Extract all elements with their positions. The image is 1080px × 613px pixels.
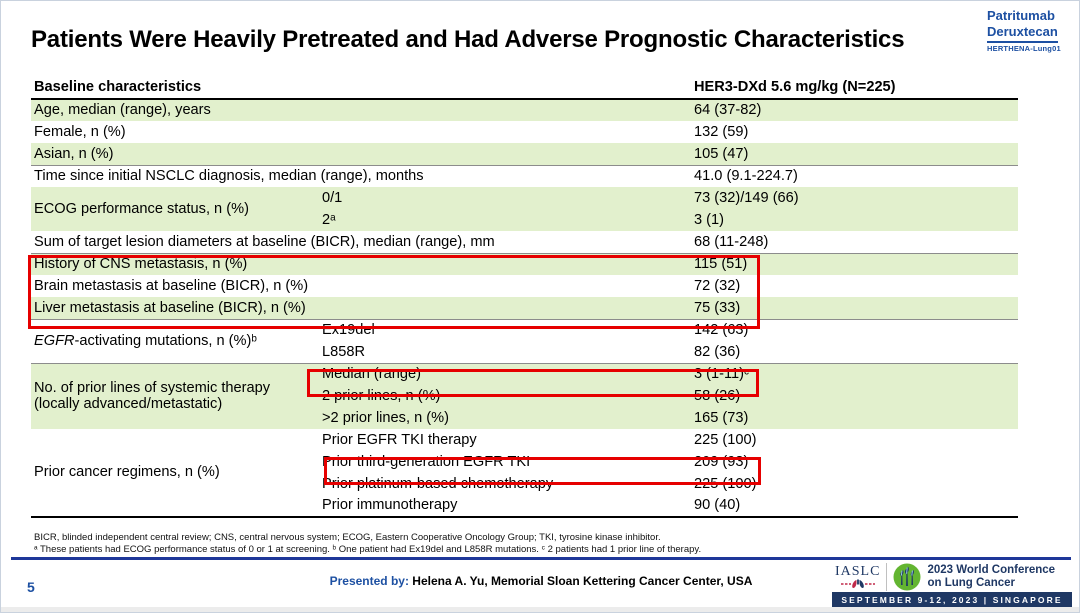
row-value: 142 (63) xyxy=(694,322,749,339)
page-title: Patients Were Heavily Pretreated and Had… xyxy=(31,26,905,53)
row-sublabel: Prior EGFR TKI therapy xyxy=(322,431,477,448)
table-row: L858R 82 (36) xyxy=(31,341,1018,364)
row-value: 82 (36) xyxy=(691,341,1018,364)
footnotes: BICR, blinded independent central review… xyxy=(34,532,934,555)
table-row: Prior immunotherapy 90 (40) xyxy=(31,495,1018,518)
row-value: 72 (32) xyxy=(694,277,741,294)
row-sublabel: 0/1 xyxy=(319,187,691,209)
row-sublabel: Prior platinum-based chemotherapy xyxy=(322,475,554,492)
table-row: Liver metastasis at baseline (BICR), n (… xyxy=(31,297,1018,320)
brand-line2: Deruxtecan xyxy=(987,25,1058,43)
row-value: 3 (1) xyxy=(691,209,1018,231)
row-value: 105 (47) xyxy=(691,143,1018,166)
row-value: 75 (33) xyxy=(691,297,1018,320)
row-value: 73 (32)/149 (66) xyxy=(691,187,1018,209)
row-value: 64 (37-82) xyxy=(691,99,1018,121)
row-sublabel: 2 prior lines, n (%) xyxy=(319,385,691,407)
row-sublabel: Prior immunotherapy xyxy=(319,495,691,518)
row-sublabel: Ex19del xyxy=(322,322,375,339)
table-row: Prior cancer regimens, n (%) Prior EGFR … xyxy=(31,429,1018,518)
table-row: History of CNS metastasis, n (%) 115 (51… xyxy=(31,253,1018,275)
row-value: 225 (100) xyxy=(694,431,757,448)
table-header-row: Baseline characteristics HER3-DXd 5.6 mg… xyxy=(31,77,1018,100)
table-row: Brain metastasis at baseline (BICR), n (… xyxy=(31,275,1018,297)
row-sublabel: 2ᵃ xyxy=(319,209,691,231)
lungs-icon xyxy=(840,579,875,588)
row-group-label: EGFR-activating mutations, n (%)ᵇ xyxy=(31,319,319,364)
row-group-label-rest: -activating mutations, n (%)ᵇ xyxy=(74,332,257,349)
conference-title-line2: on Lung Cancer xyxy=(927,576,1015,589)
conference-logo-top: IASLC xyxy=(832,561,1072,592)
table-row: Age, median (range), years 64 (37-82) xyxy=(31,99,1018,121)
row-group-label: No. of prior lines of systemic therapy (… xyxy=(31,363,319,429)
baseline-characteristics-table: Baseline characteristics HER3-DXd 5.6 mg… xyxy=(31,77,1018,518)
row-value: 132 (59) xyxy=(694,123,749,140)
table-row: Time since initial NSCLC diagnosis, medi… xyxy=(31,165,1018,187)
row-label: Brain metastasis at baseline (BICR), n (… xyxy=(34,277,309,294)
footnote-abbreviations: BICR, blinded independent central review… xyxy=(34,532,661,543)
row-group-label: Prior cancer regimens, n (%) xyxy=(31,429,319,518)
iaslc-logo: IASLC xyxy=(835,563,881,589)
row-sublabel: Prior third-generation EGFR TKI xyxy=(322,453,531,470)
row-value: 3 (1-11)ᶜ xyxy=(691,363,1018,385)
row-value: 225 (100) xyxy=(694,475,757,492)
row-label: Female, n (%) xyxy=(34,123,126,140)
row-value: 58 (26) xyxy=(691,385,1018,407)
row-value: 68 (11-248) xyxy=(691,231,1018,254)
table-row: Female, n (%) 132 (59) xyxy=(31,121,1018,143)
table-row: EGFR-activating mutations, n (%)ᵇ Ex19de… xyxy=(31,319,1018,364)
row-value: 165 (73) xyxy=(691,407,1018,429)
row-label: Asian, n (%) xyxy=(31,143,691,166)
row-value: 41.0 (9.1-224.7) xyxy=(694,168,798,185)
column-header-label: Baseline characteristics xyxy=(31,77,691,100)
table-row: No. of prior lines of systemic therapy (… xyxy=(31,363,1018,429)
page-number: 5 xyxy=(27,579,35,595)
row-value: 115 (51) xyxy=(691,253,1018,275)
table-row: Asian, n (%) 105 (47) xyxy=(31,143,1018,166)
presented-by: Presented by: Helena A. Yu, Memorial Slo… xyxy=(1,574,1079,588)
conference-banner: SEPTEMBER 9-12, 2023 | SINGAPORE xyxy=(832,592,1072,608)
table-row: 2 prior lines, n (%) 58 (26) xyxy=(31,385,1018,407)
row-sublabel: Median (range) xyxy=(319,363,691,385)
row-label: Time since initial NSCLC diagnosis, medi… xyxy=(34,168,424,185)
row-label: Age, median (range), years xyxy=(31,99,691,121)
logo-divider xyxy=(886,562,888,591)
column-header-value: HER3-DXd 5.6 mg/kg (N=225) xyxy=(691,77,1018,100)
gene-name: EGFR xyxy=(34,332,75,349)
row-group-label: ECOG performance status, n (%) xyxy=(31,187,319,231)
presenter-name: Helena A. Yu, Memorial Sloan Kettering C… xyxy=(408,574,753,588)
table-row: Sum of target lesion diameters at baseli… xyxy=(31,231,1018,254)
trial-name: HERTHENA-Lung01 xyxy=(987,43,1061,53)
brand-line1: Patritumab xyxy=(987,8,1055,23)
row-value: 209 (93) xyxy=(694,453,749,470)
conference-title-line1: 2023 World Conference xyxy=(927,563,1056,576)
table-row: 2ᵃ 3 (1) xyxy=(31,209,1018,231)
table-row: >2 prior lines, n (%) 165 (73) xyxy=(31,407,1018,429)
supertrees-icon xyxy=(893,563,921,590)
row-label: Liver metastasis at baseline (BICR), n (… xyxy=(31,297,691,320)
conference-title: 2023 World Conference on Lung Cancer xyxy=(927,564,1055,590)
table-row: ECOG performance status, n (%) 0/1 73 (3… xyxy=(31,187,1018,231)
footnote-notes: ᵃ These patients had ECOG performance st… xyxy=(34,543,702,555)
row-sublabel: >2 prior lines, n (%) xyxy=(319,407,691,429)
conference-logo-block: IASLC xyxy=(832,561,1072,608)
drug-brand-logo: Patritumab Deruxtecan HERTHENA-Lung01 xyxy=(987,8,1067,53)
screenshot-bottom-strip xyxy=(1,607,1079,612)
presented-by-label: Presented by: xyxy=(329,574,409,588)
iaslc-org-name: IASLC xyxy=(835,563,881,579)
footer-divider-line xyxy=(11,557,1071,560)
row-label: Sum of target lesion diameters at baseli… xyxy=(31,231,691,254)
row-sublabel: L858R xyxy=(319,341,691,364)
row-label: History of CNS metastasis, n (%) xyxy=(31,253,691,275)
row-value: 90 (40) xyxy=(691,495,1018,518)
